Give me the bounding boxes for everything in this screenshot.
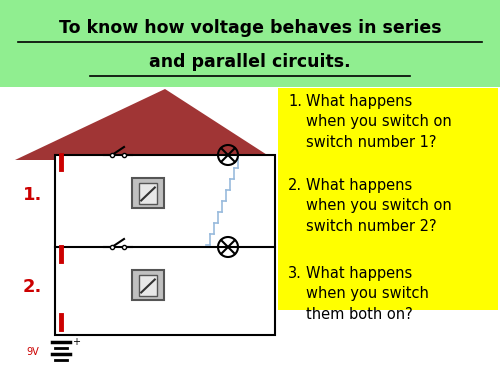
Text: 1.: 1.: [288, 94, 302, 109]
Text: To know how voltage behaves in series: To know how voltage behaves in series: [58, 19, 442, 37]
Text: 3.: 3.: [288, 266, 302, 281]
Text: 1.: 1.: [22, 186, 42, 204]
Bar: [278, 88, 498, 310]
Bar: [132, 178, 164, 208]
Text: 2.: 2.: [22, 278, 42, 296]
Text: What happens
when you switch on
switch number 2?: What happens when you switch on switch n…: [306, 178, 452, 234]
Text: +: +: [72, 337, 80, 347]
Text: 2.: 2.: [288, 178, 302, 193]
Text: and parallel circuits.: and parallel circuits.: [149, 53, 351, 71]
Bar: [0, 0, 500, 87]
Polygon shape: [15, 89, 275, 160]
Bar: [139, 183, 157, 204]
Text: What happens
when you switch on
switch number 1?: What happens when you switch on switch n…: [306, 94, 452, 150]
Text: 9V: 9V: [26, 347, 39, 357]
Text: What happens
when you switch
them both on?: What happens when you switch them both o…: [306, 266, 429, 322]
Bar: [132, 270, 164, 300]
Bar: [55, 155, 275, 335]
Bar: [139, 274, 157, 296]
